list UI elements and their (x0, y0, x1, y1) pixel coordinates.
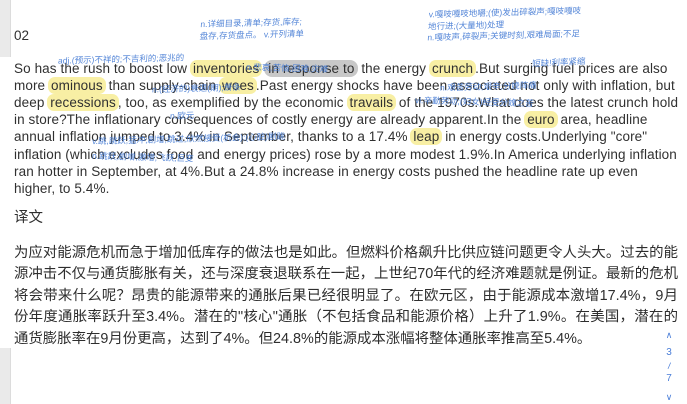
article-text: area, headline annual inflation jumped t… (14, 112, 648, 145)
highlight-ominous[interactable]: ominous (48, 76, 106, 94)
highlight-crunch[interactable]: crunch (428, 59, 477, 77)
highlight-in-response-to[interactable]: in response to (264, 59, 359, 77)
article-text: in energy costs.Underlying "core" inflat… (14, 129, 677, 196)
handwritten-note-inventories: n.详细目录,清单;存货,库存; 盘存,存货盘点。 v.开列清单 (199, 16, 305, 41)
article-text: .Past energy shocks have been associated… (14, 77, 675, 110)
page-navigator: ∧ 3 / 7 ∨ (659, 328, 679, 404)
pager-total-pages: 7 (666, 373, 672, 384)
article-paragraph: So has the rush to boost low inventories… (14, 59, 680, 198)
highlight-travails[interactable]: travails (346, 93, 397, 111)
page-edge-gutter-top (0, 0, 11, 57)
article-text: than supply-chain (104, 77, 220, 93)
translation-heading: 译文 (14, 210, 43, 226)
handwritten-note-crunch: v.嘎吱嘎吱地嚼;(使)发出碎裂声;嘎吱嘎吱 地行进;(大量地)处理 n.嘎吱声… (427, 5, 582, 43)
highlight-recessions[interactable]: recessions (47, 93, 119, 111)
section-number: 02 (14, 28, 30, 43)
article-text: .But surging fuel prices are also more (14, 60, 668, 93)
article-text: the energy (357, 60, 430, 76)
highlight-inventories[interactable]: inventories (190, 59, 263, 77)
highlight-euro[interactable]: euro (524, 111, 558, 129)
article-text: So has the rush to boost low (14, 60, 192, 76)
pager-separator: / (667, 360, 671, 372)
pager-current-page: 3 (666, 347, 672, 358)
page-edge-gutter-bottom (0, 348, 11, 404)
article-text: , too, as exemplified by the economic (117, 94, 348, 110)
chevron-down-icon[interactable]: ∨ (665, 392, 673, 402)
chevron-up-icon[interactable]: ∧ (665, 330, 673, 340)
highlight-leap[interactable]: leap (410, 128, 443, 146)
translation-paragraph: 为应对能源危机而急于增加低库存的做法也是如此。但燃料价格飙升比供应链问题更令人头… (14, 245, 678, 347)
article-text: of the 1970s.What does the latest crunch… (14, 94, 679, 128)
highlight-woes[interactable]: woes (218, 76, 257, 94)
